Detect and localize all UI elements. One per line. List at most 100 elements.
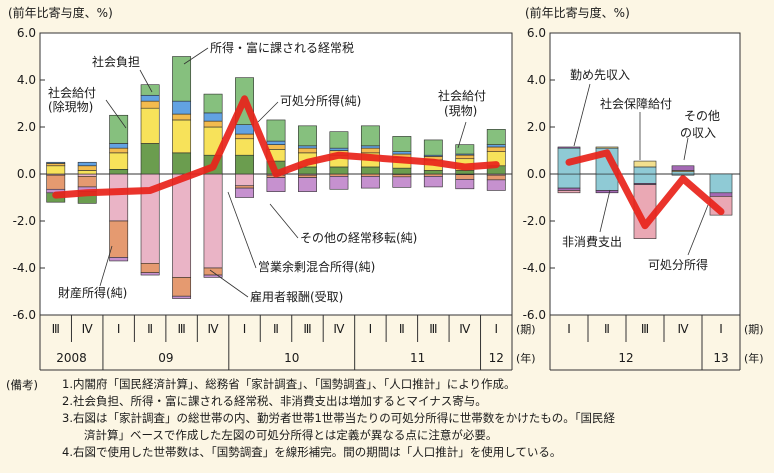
right-bar-work-income [633,173,657,184]
left-bar-employee-comp [109,173,129,222]
note-2: 2.社会負担、所得・富に課される経常税、非消費支出は増加するとマイナス寄与。 [62,394,487,408]
left-bar-operating-surplus [298,177,317,192]
left-bar-social-benefits-kind [455,154,475,160]
left-bar-property-income [392,174,412,178]
right-bar-other-income [671,165,695,171]
left-bar-operating-surplus [172,295,192,299]
label-income-tax-leader [183,47,209,65]
left-period-label: Ⅱ [399,322,405,336]
left-bar-property-income [172,277,192,297]
left-bar-employee-comp [203,173,223,269]
left-bar-other-transfers [423,170,443,175]
right-bar-other-income [709,192,733,197]
left-period-label: Ⅳ [333,322,344,336]
left-ytick-label: 4.0 [17,73,36,87]
left-bar-operating-surplus [329,176,349,190]
left-bar-other-transfers [360,166,380,175]
left-bar-property-income [109,220,129,258]
note-4: 4.右図で使用した世帯数は、「国勢調査」を線形補完。間の期間は「人口推計」を使用… [62,445,562,459]
left-ytick-label: 6.0 [17,26,36,40]
left-bar-social-contributions [172,100,192,115]
label-social-security: 社会保障給付 [600,96,672,111]
right-ytick-label: 4.0 [527,73,546,87]
left-period-label: Ⅰ [243,322,247,336]
label-operating-surplus-leader [227,191,257,269]
left-year-label: 10 [284,351,299,365]
left-bar-other-transfers [109,169,129,175]
left-period-label: Ⅰ [494,322,498,336]
right-ytick-label: -2.0 [523,214,546,228]
left-ytick-label: 2.0 [17,120,36,134]
left-plot-frame [39,32,513,316]
left-ytick-label: -4.0 [13,261,36,275]
right-ytick-label: -4.0 [523,261,546,275]
label-social-benefits-nonkind: 社会給付 [48,85,96,100]
label-property-income-leader [99,245,113,287]
left-bar-employee-comp [235,173,254,187]
right-bar-social-security [595,146,619,149]
label-disposable-income-right-leader [687,204,709,256]
left-year-label: 09 [158,351,173,365]
right-year-label: 13 [713,351,728,365]
right-bar-other-income [557,187,581,191]
left-bar-social-benefits-nonkind [77,170,97,175]
left-bar-social-contributions [109,143,129,149]
label-social-benefits-kind-sub: (現物) [444,104,477,118]
left-bar-social-benefits-kind [109,147,129,154]
left-bar-operating-surplus [392,176,412,188]
left-bar-social-benefits-kind [77,165,97,171]
label-disposable-income: 可処分所得(純) [280,93,361,108]
left-period-label: Ⅲ [177,322,185,336]
label-social-contributions: 社会負担 [92,54,140,69]
left-bar-income-tax [392,136,412,152]
left-bar-property-income [329,173,349,177]
left-ytick-label: 0.0 [17,167,36,181]
left-bar-income-tax [329,131,349,149]
left-ytick-label: -2.0 [13,214,36,228]
left-period-label: Ⅳ [208,322,219,336]
label-other-income-leader [683,137,689,161]
label-disposable-income-right: 可処分所得 [648,257,708,272]
left-bar-other-transfers [172,152,192,175]
left-bar-social-contributions [46,161,66,164]
label-other-income-sub: の収入 [680,126,716,140]
left-bar-other-transfers [392,167,412,175]
left-period-label: Ⅲ [303,322,311,336]
left-bar-social-contributions [298,145,317,149]
left-bar-income-tax [298,125,317,147]
right-period-unit: (期) [744,323,764,336]
left-bar-operating-surplus [140,272,160,276]
left-bar-income-tax [266,119,286,142]
left-bar-other-transfers [140,143,160,175]
left-bar-social-contributions [235,124,254,135]
left-bar-social-contributions [266,140,286,145]
right-ytick-label: 6.0 [527,26,546,40]
left-bar-operating-surplus [486,179,506,191]
left-bar-social-benefits-nonkind [172,119,192,154]
right-bar-other-income [557,146,581,149]
left-bar-property-income [486,174,506,181]
left-bar-social-benefits-kind [140,100,160,109]
right-ytick-label: 0.0 [527,167,546,181]
note-3-cont: 済計算」ベースで作成した左図の可処分所得とは定義が異なる点に注意が必要。 [84,428,498,442]
left-period-label: Ⅲ [429,322,437,336]
left-ytick-label: -6.0 [13,308,36,322]
left-bar-operating-surplus [455,179,475,190]
left-period-unit: (期) [516,323,536,336]
label-social-benefits-nonkind-leader [105,99,127,129]
left-period-label: Ⅲ [52,322,60,336]
label-employee-comp: 雇用者報酬(受取) [250,289,343,304]
label-operating-surplus: 営業余剰混合所得(純) [258,259,375,274]
left-bar-income-tax [455,144,475,155]
left-bar-social-benefits-kind [203,120,223,128]
right-bar-work-income [671,171,695,175]
label-social-benefits-kind-leader [457,121,467,149]
left-period-label: Ⅱ [147,322,153,336]
left-bar-social-contributions [486,144,506,148]
left-bar-social-benefits-kind [266,144,286,150]
left-bar-property-income [77,176,97,188]
left-bar-property-income [140,262,160,273]
left-bar-income-tax [172,56,192,102]
